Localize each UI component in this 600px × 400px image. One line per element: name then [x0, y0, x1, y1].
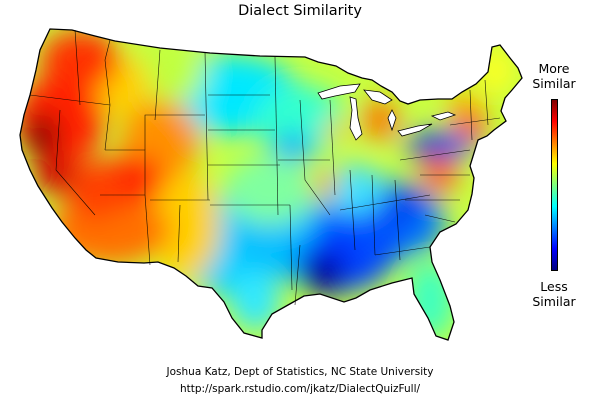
state-borders: [29, 29, 501, 306]
legend-bottom-line1: Less: [540, 279, 568, 294]
great-lakes: [317, 83, 457, 141]
legend-top-line1: More: [538, 61, 570, 76]
legend-top-label: More Similar: [522, 61, 586, 91]
legend-colorbar: [551, 99, 558, 271]
credit-author: Joshua Katz, Dept of Statistics, NC Stat…: [166, 366, 434, 378]
legend-bottom-line2: Similar: [532, 294, 576, 309]
map-title: Dialect Similarity: [238, 3, 362, 19]
credit-url: http://spark.rstudio.com/jkatz/DialectQu…: [179, 383, 421, 395]
legend-bottom-label: Less Similar: [522, 279, 586, 309]
legend-top-line2: Similar: [532, 76, 576, 91]
